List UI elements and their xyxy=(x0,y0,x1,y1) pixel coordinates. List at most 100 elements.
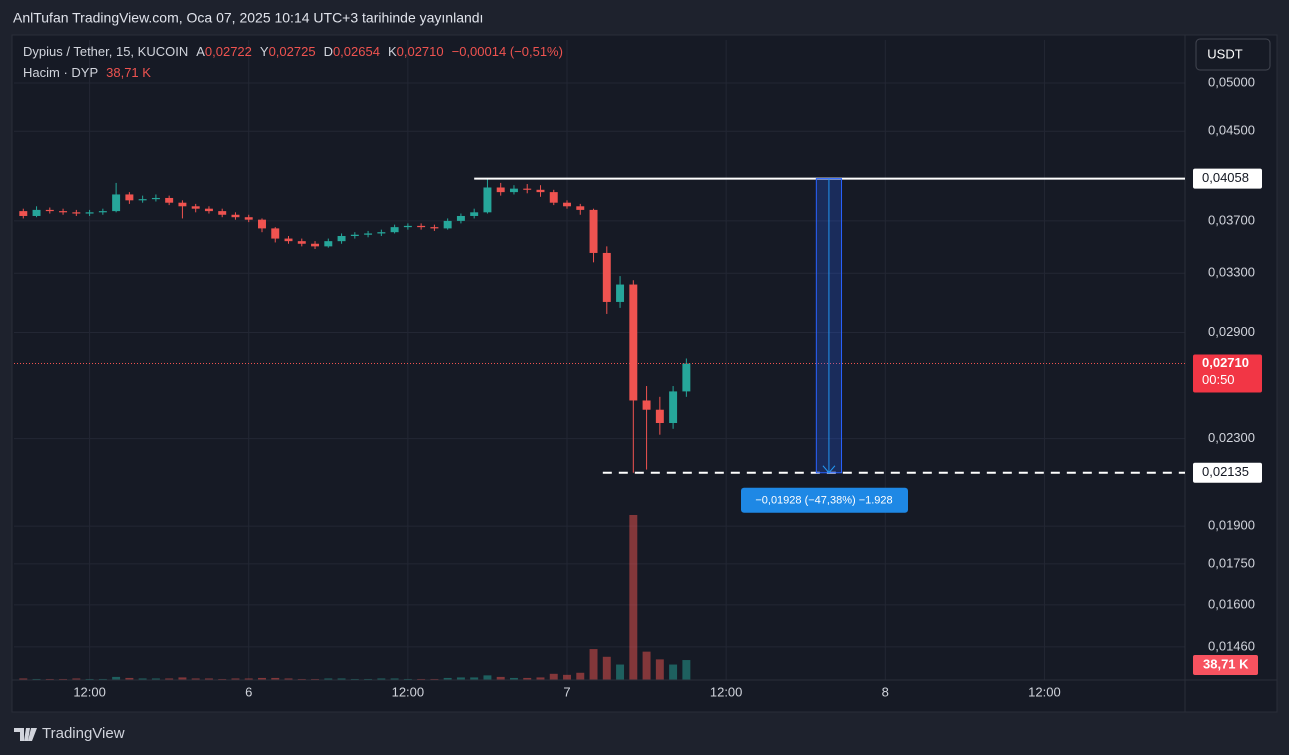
candle-body xyxy=(138,199,147,201)
volume-bar xyxy=(218,678,227,680)
change: −0,00014 (−0,51%) xyxy=(452,44,563,59)
volume-bar xyxy=(629,515,638,680)
volume-bar xyxy=(443,677,452,680)
candle-body xyxy=(629,284,638,401)
volume-bar xyxy=(72,678,81,680)
y-tick-label: 0,01900 xyxy=(1208,518,1255,533)
volume-bar xyxy=(165,678,174,680)
volume-bar xyxy=(589,649,598,680)
candle-body xyxy=(258,219,266,229)
volume-legend: Hacim · DYP 38,71 K xyxy=(23,65,151,80)
volume-bar xyxy=(271,677,280,680)
volume-bar xyxy=(178,677,187,680)
candle-body xyxy=(390,227,399,233)
candle-body xyxy=(536,189,545,193)
candle-body xyxy=(669,391,678,424)
candle-body xyxy=(403,225,412,228)
candle-body xyxy=(350,234,359,237)
volume-bar xyxy=(337,678,346,680)
candle-body xyxy=(523,188,532,190)
volume-bar xyxy=(45,678,54,680)
candle-body xyxy=(72,212,81,214)
candle-body xyxy=(642,400,651,410)
volume-bar xyxy=(523,677,532,680)
ohlc-key: A xyxy=(196,44,205,59)
candle-body xyxy=(589,209,598,253)
publisher: AnlTufan TradingView.com, Oca 07, 2025 1… xyxy=(13,10,483,26)
brand: TradingView xyxy=(42,725,125,742)
ohlc-value: 0,02722 xyxy=(205,44,252,59)
volume-bar xyxy=(324,678,333,680)
y-tick-label: 0,03300 xyxy=(1208,265,1255,280)
candle-body xyxy=(377,232,386,234)
volume-bar xyxy=(417,678,426,680)
candle-body xyxy=(45,209,54,212)
candle-body xyxy=(284,238,293,242)
ohlc-value: 0,02654 xyxy=(333,44,380,59)
ohlc-key: K xyxy=(388,44,397,59)
volume-title: Hacim · DYP xyxy=(23,65,98,80)
volume-bar xyxy=(191,678,200,680)
volume-bar xyxy=(98,678,107,680)
x-tick-label: 8 xyxy=(882,684,889,699)
volume-bar xyxy=(509,677,518,680)
candle-body xyxy=(311,243,320,247)
candle-body xyxy=(616,284,625,302)
candle-body xyxy=(85,212,94,214)
y-tick-label: 0,03700 xyxy=(1208,212,1255,227)
candle-body xyxy=(509,188,518,193)
volume-badge xyxy=(1193,655,1258,675)
volume-bar xyxy=(19,678,28,680)
y-tick-label: 0,02900 xyxy=(1208,324,1255,339)
currency-button[interactable] xyxy=(1195,38,1271,71)
candle-body xyxy=(324,241,333,247)
price-badge-label: 0,02135 xyxy=(1202,464,1249,479)
x-tick-label: 12:00 xyxy=(1028,684,1061,699)
volume-bar xyxy=(669,664,678,680)
measure-label-box xyxy=(741,487,908,513)
y-tick-label: 0,05000 xyxy=(1208,74,1255,89)
last-price-badge xyxy=(1193,354,1262,393)
volume-bar xyxy=(138,678,147,680)
candle-body xyxy=(19,211,28,216)
candle-body xyxy=(443,220,452,229)
x-tick-label: 7 xyxy=(563,684,570,699)
plot-area xyxy=(14,40,1185,680)
volume-bar xyxy=(85,678,94,680)
candle-body xyxy=(682,363,691,392)
volume-bar xyxy=(364,678,373,680)
price-badge xyxy=(1193,168,1262,189)
footer-logo: TradingView xyxy=(14,725,125,742)
volume-bar xyxy=(456,677,465,680)
candle-body xyxy=(218,211,227,215)
candle-body xyxy=(204,208,213,212)
volume-bar xyxy=(403,678,412,680)
volume-bar xyxy=(32,678,41,680)
candle-body xyxy=(231,214,240,218)
volume-bar xyxy=(151,678,160,680)
candle-body xyxy=(602,252,611,302)
volume-bar xyxy=(231,678,240,680)
volume-bar xyxy=(563,674,571,680)
legend: Dypius / Tether, 15, KUCOIN A0,02722 Y 0,02… xyxy=(23,44,563,59)
ohlc-key: Y xyxy=(260,44,269,59)
volume-bar xyxy=(284,678,293,680)
ohlc-key: D xyxy=(324,44,333,59)
currency[interactable]: USDT xyxy=(1207,46,1242,61)
price-badge xyxy=(1193,462,1262,483)
y-tick-label: 0,04500 xyxy=(1208,123,1255,138)
candle-body xyxy=(271,228,280,239)
volume-bar xyxy=(655,659,664,680)
candle-body xyxy=(98,211,107,213)
volume-bar xyxy=(59,678,68,680)
candle-body xyxy=(576,206,585,210)
symbol: Dypius / Tether, 15, KUCOIN xyxy=(23,44,188,59)
candle-body xyxy=(59,211,68,213)
measure-arrowhead xyxy=(822,465,836,474)
volume-bar xyxy=(390,678,399,680)
countdown: 00:50 xyxy=(1202,372,1235,387)
x-tick-label: 12:00 xyxy=(73,684,106,699)
x-tick-label: 6 xyxy=(245,684,252,699)
volume-bar xyxy=(682,660,691,680)
